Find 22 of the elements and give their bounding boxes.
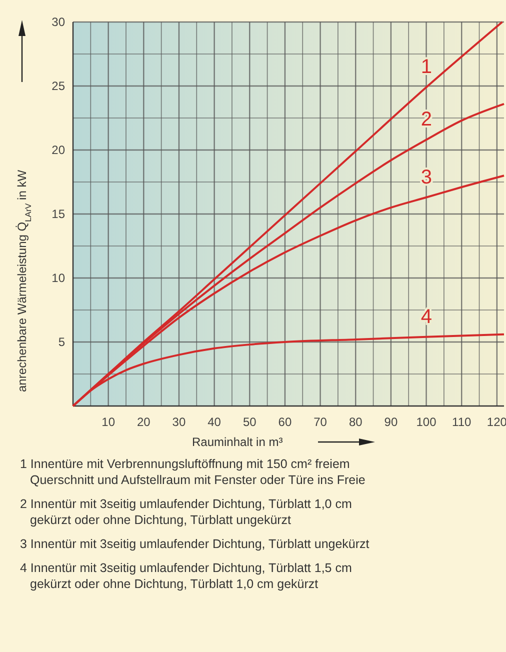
x-axis-title: Rauminhalt in m³ xyxy=(192,435,283,449)
x-tick-label: 90 xyxy=(384,415,398,429)
text: 2 Innentür mit 3seitig umlaufender Dichtung, Türblatt 1,0 cm gekürzt oder ohne Dichtung, Türblatt ungekürzt xyxy=(20,497,352,527)
x-tick-label: 80 xyxy=(348,415,363,429)
y-tick-label: 5 xyxy=(58,335,66,349)
y-tick-label: 30 xyxy=(52,15,66,29)
y-tick-label: 25 xyxy=(52,79,66,93)
text: 1 Innentüre mit Verbrennungsluftöffnung mit 150 cm² freiem Querschnitt und Aufstellraum mit Fenster oder Türe ins Freie xyxy=(20,457,366,487)
x-tick-label: 110 xyxy=(452,415,472,429)
y-tick-label: 20 xyxy=(52,143,66,157)
text: 3 Innentür mit 3seitig umlaufender Dichtung, Türblatt ungekürzt xyxy=(20,537,370,551)
x-tick-label: 10 xyxy=(102,415,116,429)
text: 4 Innentür mit 3seitig umlaufender Dichtung, Türblatt 1,5 cm gekürzt oder ohne Dichtung, Türblatt 1,0 cm gekürzt xyxy=(20,561,352,591)
y-tick-label: 10 xyxy=(52,271,66,285)
x-tick-label: 60 xyxy=(278,415,292,429)
y-tick-label: 15 xyxy=(52,207,66,221)
x-tick-label: 20 xyxy=(136,415,151,429)
x-tick-label: 30 xyxy=(172,415,186,429)
x-tick-label: 40 xyxy=(208,415,222,429)
x-tick-label: 100 xyxy=(416,415,437,429)
x-tick-label: 50 xyxy=(242,415,257,429)
x-tick-label: 70 xyxy=(314,415,328,429)
